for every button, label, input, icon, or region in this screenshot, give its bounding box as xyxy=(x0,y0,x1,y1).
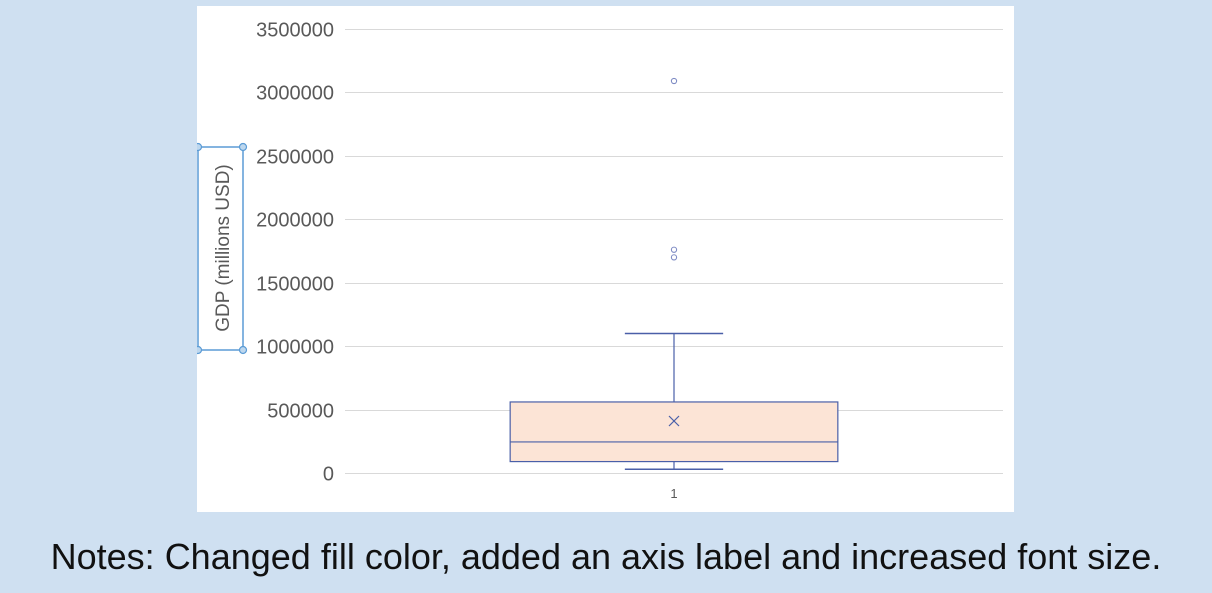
mean-marker xyxy=(668,415,680,427)
outlier-point xyxy=(670,77,678,85)
chart-panel: 0 500000 1000000 1500000 2000000 2500000 30000… xyxy=(197,6,1014,512)
y-tick-label: 1500000 xyxy=(256,274,334,296)
resize-handle-bottom-left[interactable] xyxy=(197,345,203,355)
mean-marker-stroke xyxy=(668,415,680,427)
y-axis-title-selection[interactable]: GDP (millions USD) xyxy=(197,142,248,355)
box-plot-chart: 0 500000 1000000 1500000 2000000 2500000 30000… xyxy=(197,20,1003,501)
y-tick-label: 0 xyxy=(323,464,334,486)
resize-handle-bottom-right[interactable] xyxy=(238,345,248,355)
y-tick-label: 3000000 xyxy=(256,83,334,105)
y-tick-label: 2500000 xyxy=(256,147,334,169)
resize-handle-top-right[interactable] xyxy=(238,142,248,152)
y-axis-tick-labels: 0 500000 1000000 1500000 2000000 2500000 30000… xyxy=(256,20,334,486)
x-axis-tick-labels: 1 xyxy=(670,486,677,501)
y-axis-title-frame[interactable] xyxy=(197,146,244,351)
y-axis-title[interactable]: GDP (millions USD) xyxy=(213,164,234,332)
resize-handle-top-left[interactable] xyxy=(197,142,203,152)
y-tick-label: 1000000 xyxy=(256,337,334,359)
y-tick-label: 3500000 xyxy=(256,20,334,42)
notes-caption: Notes: Changed fill color, added an axis… xyxy=(50,536,1162,577)
y-tick-label: 500000 xyxy=(267,401,334,423)
y-tick-label: 2000000 xyxy=(256,210,334,232)
x-tick-label: 1 xyxy=(670,486,677,501)
outlier-point xyxy=(670,254,678,261)
outlier-point xyxy=(670,246,678,253)
interquartile-box xyxy=(509,401,839,463)
box-series xyxy=(509,77,839,470)
